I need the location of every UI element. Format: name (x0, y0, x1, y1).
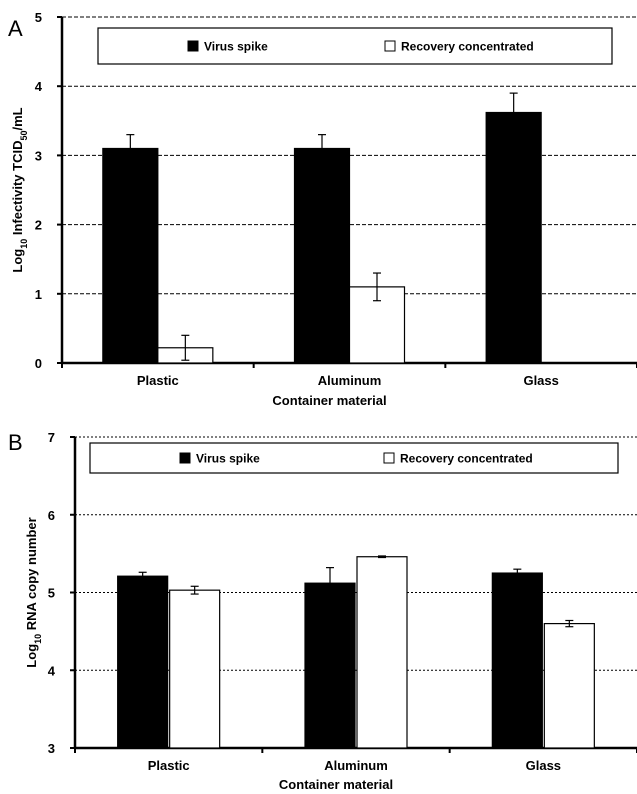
category-label: Glass (526, 758, 561, 773)
legend-label: Virus spike (196, 452, 260, 466)
bar-recovery-concentrated-glass (543, 622, 595, 749)
x-axis-title: Container material (279, 777, 393, 792)
bar-virus-spike-plastic (117, 575, 169, 749)
bar-virus-spike-glass (491, 572, 543, 749)
category-label: Glass (523, 373, 558, 388)
legend: Virus spike Recovery concentrated (97, 27, 613, 65)
bar-recovery-concentrated-plastic (169, 589, 221, 749)
panel-letter: A (8, 16, 23, 41)
legend-box (89, 442, 619, 474)
y-tick-label: 1 (35, 287, 42, 302)
bar-virus-spike-aluminum (293, 147, 351, 364)
y-tick-label: 6 (48, 508, 55, 523)
bar-virus-spike-plastic (102, 147, 159, 364)
y-tick-label: 7 (48, 430, 55, 445)
y-tick-label: 5 (48, 586, 55, 601)
legend-label: Virus spike (204, 40, 268, 54)
legend-box (97, 27, 613, 65)
y-tick-label: 2 (35, 218, 42, 233)
bar-recovery-concentrated-aluminum (356, 556, 408, 749)
legend-swatch (179, 452, 191, 464)
y-tick-label: 5 (35, 10, 42, 25)
legend-swatch (187, 40, 199, 52)
y-tick-label: 3 (35, 148, 42, 163)
y-tick-label: 3 (48, 741, 55, 756)
bar-virus-spike-glass (485, 111, 542, 364)
category-label: Aluminum (324, 758, 388, 773)
panel-letter: B (8, 430, 23, 455)
chart-panel-a: A 0 1 2 3 4 5 Plastic Aluminum Glass Container mat… (8, 10, 637, 408)
y-axis-title: Log10 Infectivity TCID50/mL (10, 107, 29, 272)
y-tick-label: 0 (35, 356, 42, 371)
y-tick-label: 4 (35, 79, 43, 94)
chart-panel-b: B 3 4 5 6 7 Plastic Aluminum Glass Container mate… (8, 430, 637, 792)
legend-swatch (384, 40, 396, 52)
y-tick-label: 4 (48, 663, 56, 678)
legend-label: Recovery concentrated (401, 40, 534, 54)
legend-swatch (383, 452, 395, 464)
legend: Virus spike Recovery concentrated (89, 442, 619, 474)
y-axis-title: Log10 RNA copy number (24, 517, 43, 667)
category-label: Plastic (148, 758, 190, 773)
category-label: Plastic (137, 373, 179, 388)
x-axis-title: Container material (272, 393, 386, 408)
category-label: Aluminum (318, 373, 382, 388)
bar-virus-spike-aluminum (304, 582, 356, 749)
legend-label: Recovery concentrated (400, 452, 533, 466)
